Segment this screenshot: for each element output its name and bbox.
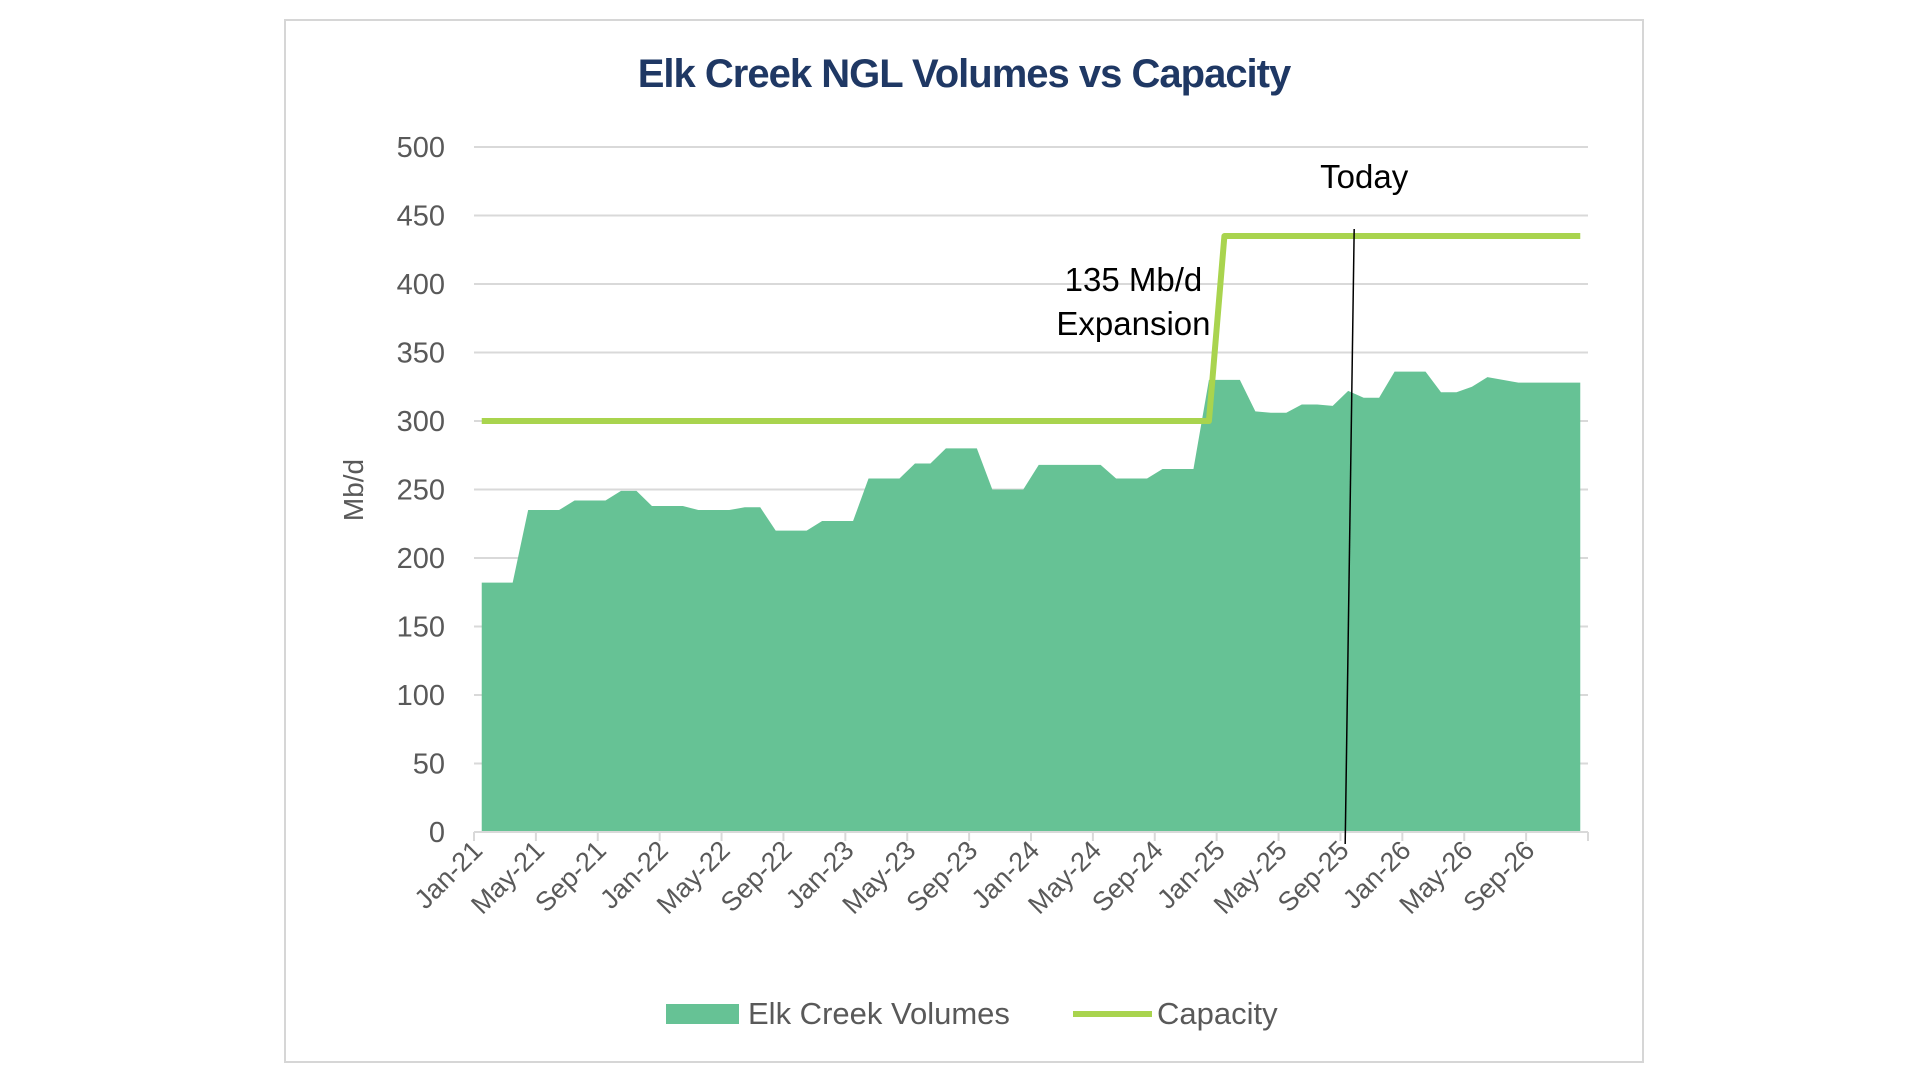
expansion-annotation-line: Expansion (1056, 305, 1210, 342)
line-series-layer (481, 233, 1581, 424)
y-axis-label: Mb/d (338, 459, 369, 521)
y-tick-label: 50 (413, 749, 445, 781)
today-annotation: Today (1320, 158, 1409, 195)
x-tick-label: Sep-23 (901, 835, 984, 918)
x-tick-label: Sep-26 (1458, 835, 1541, 918)
y-tick-label: 0 (429, 817, 445, 849)
x-tick-labels: Jan-21May-21Sep-21Jan-22May-22Sep-22Jan-… (409, 835, 1541, 920)
y-tick-label: 400 (397, 269, 445, 301)
y-tick-label: 100 (397, 680, 445, 712)
legend-label-volumes: Elk Creek Volumes (748, 996, 1010, 1031)
area-series-layer (481, 371, 1581, 832)
y-tick-label: 500 (397, 132, 445, 164)
x-tick-label: Sep-21 (529, 835, 612, 918)
x-tick-label: Sep-24 (1086, 835, 1169, 918)
legend-label-capacity: Capacity (1157, 996, 1278, 1031)
x-tick-label: Sep-22 (715, 835, 798, 918)
annotations: 135 Mb/d Expansion Today (1056, 158, 1409, 845)
expansion-annotation-line: 135 Mb/d (1065, 261, 1203, 298)
legend-swatch-volumes (666, 1004, 739, 1024)
legend: Elk Creek Volumes Capacity (666, 996, 1278, 1031)
x-tick-label: Sep-25 (1272, 835, 1355, 918)
y-tick-label: 150 (397, 612, 445, 644)
y-tick-label: 200 (397, 543, 445, 575)
today-marker-line (1344, 228, 1355, 845)
y-tick-labels: 0 50 100 150 200 250 300 350 400 450 500 (397, 132, 445, 849)
area-series-volumes (481, 371, 1581, 832)
y-tick-label: 350 (397, 338, 445, 370)
y-tick-label: 450 (397, 201, 445, 233)
y-tick-label: 250 (397, 475, 445, 507)
chart-title: Elk Creek NGL Volumes vs Capacity (637, 52, 1292, 96)
line-series-capacity (481, 233, 1581, 424)
y-tick-label: 300 (397, 406, 445, 438)
axes (473, 831, 1589, 841)
